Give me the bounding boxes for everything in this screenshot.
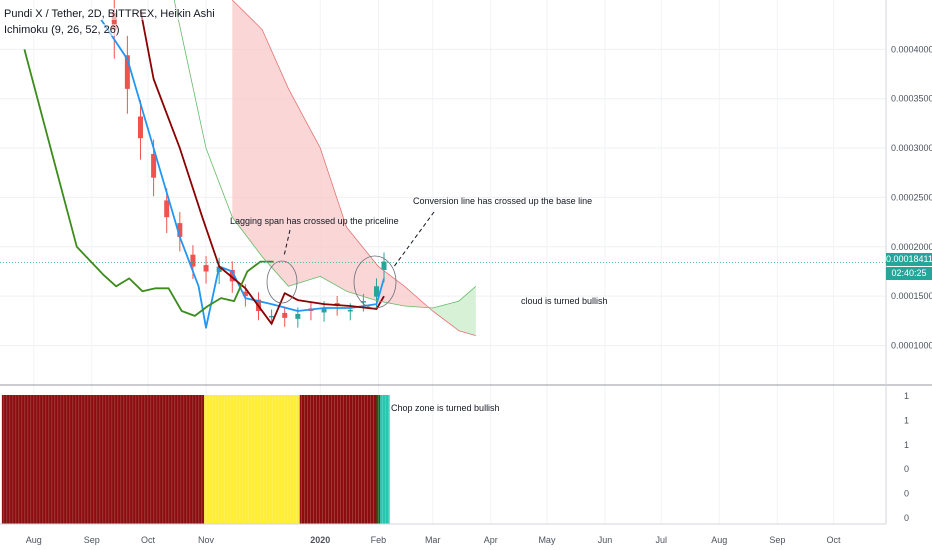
- candle-body: [177, 223, 183, 237]
- time-tick-label: Apr: [484, 535, 498, 545]
- time-tick-label: Aug: [26, 535, 42, 545]
- lagging-span: [23, 49, 274, 317]
- price-tick-label: 0.00040000: [891, 44, 932, 54]
- chop-tick-label: 1: [904, 415, 909, 425]
- chop-zone-neutral: [376, 395, 381, 524]
- cloud-bullish: [430, 286, 476, 336]
- candle-body: [164, 200, 170, 218]
- candle-body: [190, 254, 196, 267]
- time-tick-label: Mar: [425, 535, 441, 545]
- highlight-circle: [353, 255, 397, 309]
- countdown-tag: 02:40:25: [886, 267, 932, 280]
- annotation-lagging-span: Lagging span has crossed up the pricelin…: [230, 216, 399, 226]
- candle-body: [269, 315, 275, 318]
- leading-span-a: [173, 0, 477, 309]
- candle-body: [242, 291, 248, 297]
- time-tick-label: Oct: [827, 535, 842, 545]
- time-tick-label: Jun: [598, 535, 613, 545]
- candle-body: [374, 286, 380, 297]
- time-tick-label: Sep: [84, 535, 100, 545]
- time-tick-label: Aug: [711, 535, 727, 545]
- time-tick-label: Feb: [371, 535, 387, 545]
- last-price-tag: 0.00018411: [886, 253, 932, 266]
- candle-body: [111, 12, 117, 30]
- annotation-chop-zone: Chop zone is turned bullish: [391, 403, 500, 413]
- conversion-line: [100, 19, 385, 329]
- candle-body: [137, 116, 143, 139]
- base-line: [139, 9, 385, 325]
- chop-zone-bearish: [299, 395, 377, 524]
- chop-zone-bearish: [1, 395, 205, 524]
- time-tick-label: Sep: [769, 535, 785, 545]
- chop-zone-choppy: [204, 395, 300, 524]
- annotation-conversion-line: Conversion line has crossed up the base …: [413, 196, 592, 206]
- chop-tick-label: 0: [904, 513, 909, 523]
- candle-body: [203, 265, 209, 272]
- candle-body: [381, 261, 387, 270]
- candle-body: [124, 55, 130, 89]
- annotation-pointer: [392, 211, 435, 269]
- time-tick-label: Nov: [198, 535, 215, 545]
- indicator-legend[interactable]: Ichimoku (9, 26, 52, 26): [4, 24, 120, 36]
- chop-tick-label: 1: [904, 391, 909, 401]
- annotation-pointer: [283, 229, 291, 257]
- chop-tick-label: 0: [904, 464, 909, 474]
- leading-span-b: [232, 0, 476, 336]
- chop-zone-bullish: [380, 395, 390, 524]
- time-tick-label: 2020: [310, 535, 330, 545]
- grid: [0, 0, 886, 524]
- time-tick-label: Jul: [655, 535, 667, 545]
- chop-tick-label: 0: [904, 489, 909, 499]
- chop-tick-label: 1: [904, 440, 909, 450]
- candle-body: [282, 312, 288, 318]
- candle-body: [229, 269, 235, 282]
- candle-body: [321, 308, 327, 313]
- highlight-circle: [266, 260, 298, 304]
- candle-body: [360, 301, 366, 303]
- time-tick-label: Oct: [141, 535, 156, 545]
- cloud-bearish: [232, 0, 428, 308]
- time-tick-label: May: [538, 535, 556, 545]
- symbol-title[interactable]: Pundi X / Tether, 2D, BITTREX, Heikin As…: [4, 8, 215, 20]
- time-axis[interactable]: Aug Sep Oct Nov 2020 Feb Mar Apr May Jun Jul Aug Sep…: [26, 535, 841, 545]
- chop-zone-bars: [1, 395, 390, 524]
- ichimoku-cloud: [232, 0, 476, 336]
- candle-body: [347, 309, 353, 312]
- candle-body: [151, 154, 157, 178]
- annotation-cloud: cloud is turned bullish: [521, 296, 608, 306]
- candle-body: [295, 313, 301, 319]
- annotations: Lagging span has crossed up the pricelin…: [230, 196, 608, 413]
- ichimoku-lines: [0, 0, 886, 336]
